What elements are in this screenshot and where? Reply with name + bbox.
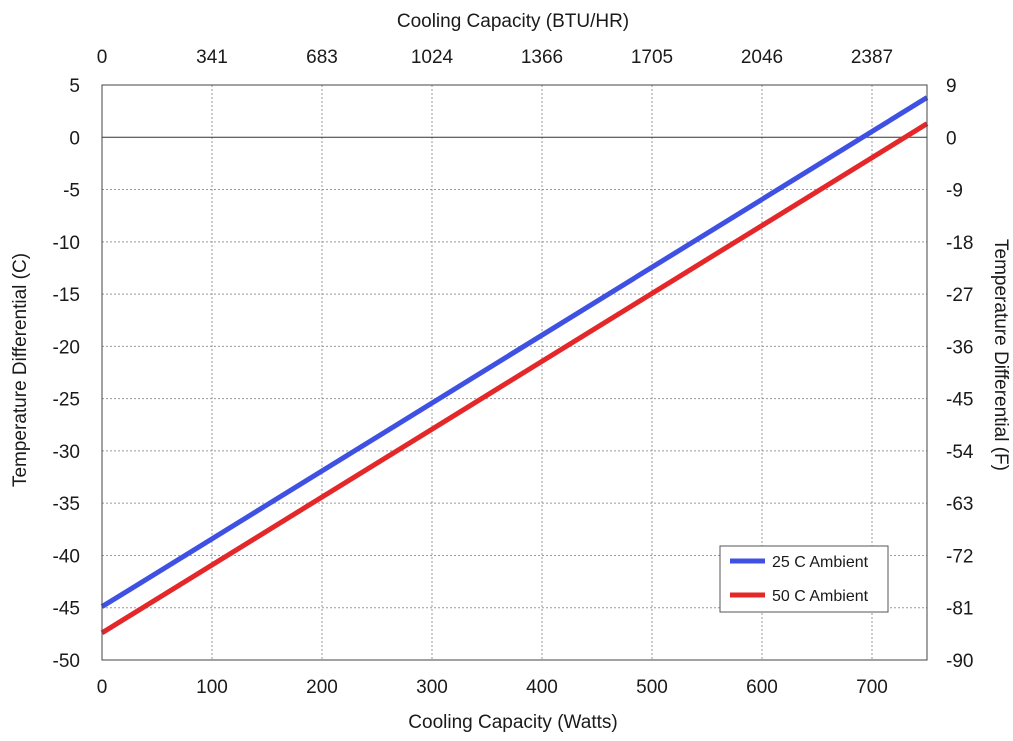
y-tick-label: -30 xyxy=(53,442,80,463)
y2-tick-label: -54 xyxy=(946,442,974,463)
y2-tick-label: -72 xyxy=(946,546,973,567)
y-tick-label: -10 xyxy=(53,233,80,254)
y2-tick-label: 9 xyxy=(946,76,957,97)
grid xyxy=(102,85,927,660)
y-tick-label: 5 xyxy=(69,76,80,97)
y2-tick-label: -27 xyxy=(946,285,973,306)
y-tick-labels: 5 0 -5 -10 -15 -20 -25 -30 -35 -40 -45 -50 xyxy=(53,76,80,672)
x2-axis-title: Cooling Capacity (BTU/HR) xyxy=(397,11,629,32)
x-tick-label: 0 xyxy=(97,677,108,698)
x2-tick-label: 0 xyxy=(97,47,108,68)
x-tick-labels: 0 100 200 300 400 500 600 700 xyxy=(97,677,888,698)
x-tick-label: 100 xyxy=(196,677,228,698)
series-line-50c xyxy=(100,121,929,635)
legend-box xyxy=(719,545,889,613)
legend: 25 C Ambient 50 C Ambient xyxy=(719,545,889,613)
y-tick-label: -50 xyxy=(53,651,80,672)
x2-tick-label: 1024 xyxy=(411,47,454,68)
y2-tick-label: -36 xyxy=(946,337,973,358)
x2-tick-label: 2046 xyxy=(741,47,783,68)
plot-area-frame xyxy=(101,84,928,661)
y-tick-label: -35 xyxy=(53,494,80,515)
y2-tick-label: -9 xyxy=(946,181,963,202)
y-tick-label: -45 xyxy=(53,599,80,620)
x2-tick-label: 1705 xyxy=(631,47,673,68)
y2-tick-labels: 9 0 -9 -18 -27 -36 -45 -54 -63 -72 -81 -90 xyxy=(946,76,974,672)
y2-tick-label: -18 xyxy=(946,233,973,254)
y2-tick-label: -81 xyxy=(946,599,973,620)
y-tick-label: -20 xyxy=(53,337,80,358)
x-tick-label: 200 xyxy=(306,677,338,698)
x2-tick-label: 2387 xyxy=(851,47,893,68)
y2-axis-title: Temperature Differential (F) xyxy=(990,239,1011,471)
y-tick-label: -25 xyxy=(53,390,80,411)
x-axis-title: Cooling Capacity (Watts) xyxy=(408,712,617,733)
x2-tick-label: 683 xyxy=(306,47,338,68)
y-tick-label: 0 xyxy=(69,128,80,149)
x-tick-label: 400 xyxy=(526,677,558,698)
y-axis-title: Temperature Differential (C) xyxy=(10,253,31,487)
x-tick-label: 300 xyxy=(416,677,448,698)
y2-tick-label: 0 xyxy=(946,128,957,149)
series-line-25c xyxy=(100,95,929,609)
y-tick-label: -5 xyxy=(63,181,80,202)
x-tick-label: 700 xyxy=(856,677,888,698)
y-tick-label: -40 xyxy=(53,546,80,567)
x2-tick-label: 1366 xyxy=(521,47,563,68)
legend-label-25c: 25 C Ambient xyxy=(772,554,869,571)
y-tick-label: -15 xyxy=(53,285,80,306)
y2-tick-label: -90 xyxy=(946,651,973,672)
y2-tick-label: -63 xyxy=(946,494,973,515)
x2-tick-labels: 0 341 683 1024 1366 1705 2046 2387 xyxy=(97,47,893,68)
y2-tick-label: -45 xyxy=(946,390,973,411)
x-tick-label: 500 xyxy=(636,677,668,698)
legend-label-50c: 50 C Ambient xyxy=(772,588,869,605)
series-lines xyxy=(100,95,929,635)
x-tick-label: 600 xyxy=(746,677,778,698)
x2-tick-label: 341 xyxy=(196,47,228,68)
